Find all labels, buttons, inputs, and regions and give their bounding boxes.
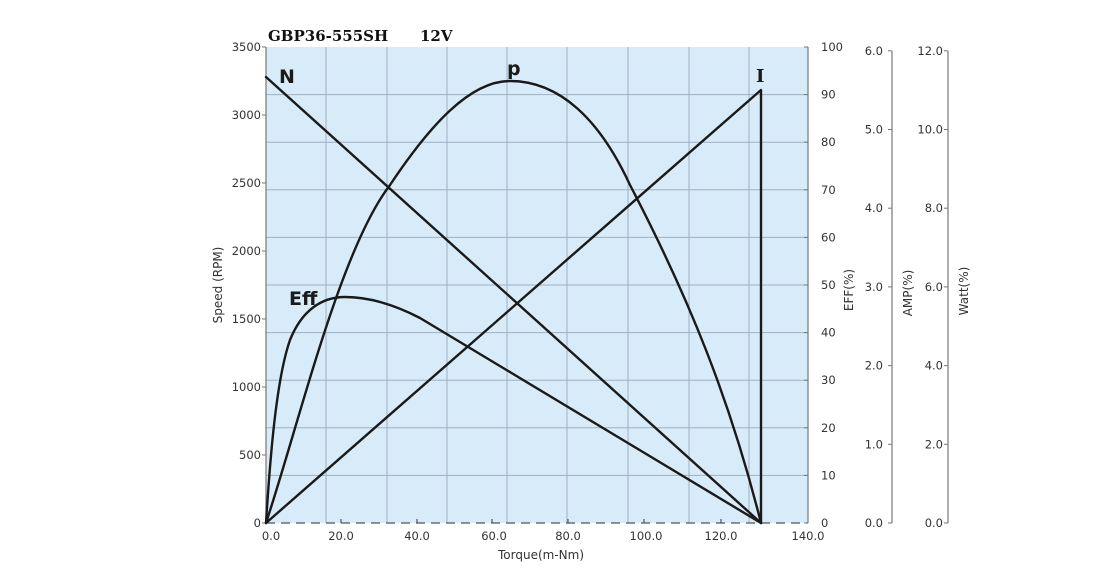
eff-tick-label: 90 xyxy=(821,88,836,102)
watt-tick-label: 8.0 xyxy=(925,201,943,215)
curve-label-i: I xyxy=(756,66,764,87)
speed-tick-label: 2500 xyxy=(232,176,261,190)
eff-tick-label: 10 xyxy=(821,468,836,482)
x-tick-label: 80.0 xyxy=(555,529,581,543)
watt-tick-label: 12.0 xyxy=(917,44,943,58)
amp-tick-label: 3.0 xyxy=(865,280,883,294)
x-tick-label: 0.0 xyxy=(262,529,280,543)
speed-tick-label: 500 xyxy=(239,448,261,462)
torque-axis-label: Torque(m-Nm) xyxy=(497,548,584,562)
curve-label-n: N xyxy=(279,66,295,88)
amp-tick-label: 4.0 xyxy=(865,201,883,215)
curve-label-p: p xyxy=(507,58,521,80)
watt-tick-label: 10.0 xyxy=(917,123,943,137)
speed-axis-label: Speed (RPM) xyxy=(211,247,225,324)
amp-axis-label: AMP(%) xyxy=(901,270,915,317)
current-curve-i xyxy=(264,88,763,525)
watt-axis-ticks: 0.0 2.0 4.0 6.0 8.0 10.0 12.0 xyxy=(917,44,948,530)
watt-tick-label: 0.0 xyxy=(925,516,943,530)
amp-tick-label: 6.0 xyxy=(865,44,883,58)
speed-tick-label: 1500 xyxy=(232,312,261,326)
eff-tick-label: 30 xyxy=(821,373,836,387)
speed-axis-ticks: 0 500 1000 1500 2000 2500 3000 3500 xyxy=(232,40,266,530)
speed-tick-label: 3000 xyxy=(232,108,261,122)
amp-tick-label: 5.0 xyxy=(865,123,883,137)
eff-tick-label: 60 xyxy=(821,230,836,244)
eff-tick-label: 80 xyxy=(821,135,836,149)
eff-axis-ticks: 0 10 20 30 40 50 60 70 80 90 100 xyxy=(804,40,843,530)
watt-tick-label: 4.0 xyxy=(925,359,943,373)
curve-label-eff: Eff xyxy=(289,288,318,310)
eff-axis-label: EFF(%) xyxy=(842,269,856,311)
speed-tick-label: 0 xyxy=(254,516,261,530)
amp-tick-label: 0.0 xyxy=(865,516,883,530)
watt-tick-label: 6.0 xyxy=(925,280,943,294)
chart-title-model: GBP36-555SH xyxy=(268,27,388,45)
x-tick-label: 100.0 xyxy=(630,529,663,543)
speed-curve-n xyxy=(264,75,763,525)
watt-axis-label: Watt(%) xyxy=(957,267,971,316)
eff-tick-label: 40 xyxy=(821,326,836,340)
eff-tick-label: 0 xyxy=(821,516,828,530)
eff-tick-label: 50 xyxy=(821,278,836,292)
speed-tick-label: 1000 xyxy=(232,380,261,394)
amp-tick-label: 2.0 xyxy=(865,359,883,373)
eff-tick-label: 70 xyxy=(821,183,836,197)
power-curve-p xyxy=(264,79,763,525)
efficiency-curve-eff xyxy=(264,295,763,525)
x-tick-label: 60.0 xyxy=(481,529,507,543)
x-tick-label: 120.0 xyxy=(705,529,738,543)
eff-tick-label: 20 xyxy=(821,421,836,435)
x-tick-label: 20.0 xyxy=(328,529,354,543)
x-axis-ticks: 0.0 20.0 40.0 60.0 80.0 100.0 120.0 140.0 xyxy=(262,519,825,543)
chart-title-voltage: 12V xyxy=(420,27,453,45)
speed-tick-label: 3500 xyxy=(232,40,261,54)
watt-tick-label: 2.0 xyxy=(925,437,943,451)
x-tick-label: 40.0 xyxy=(404,529,430,543)
speed-tick-label: 2000 xyxy=(232,244,261,258)
amp-tick-label: 1.0 xyxy=(865,437,883,451)
x-tick-label: 140.0 xyxy=(792,529,825,543)
eff-tick-label: 100 xyxy=(821,40,843,54)
amp-axis-ticks: 0.0 1.0 2.0 3.0 4.0 5.0 6.0 xyxy=(865,44,892,530)
